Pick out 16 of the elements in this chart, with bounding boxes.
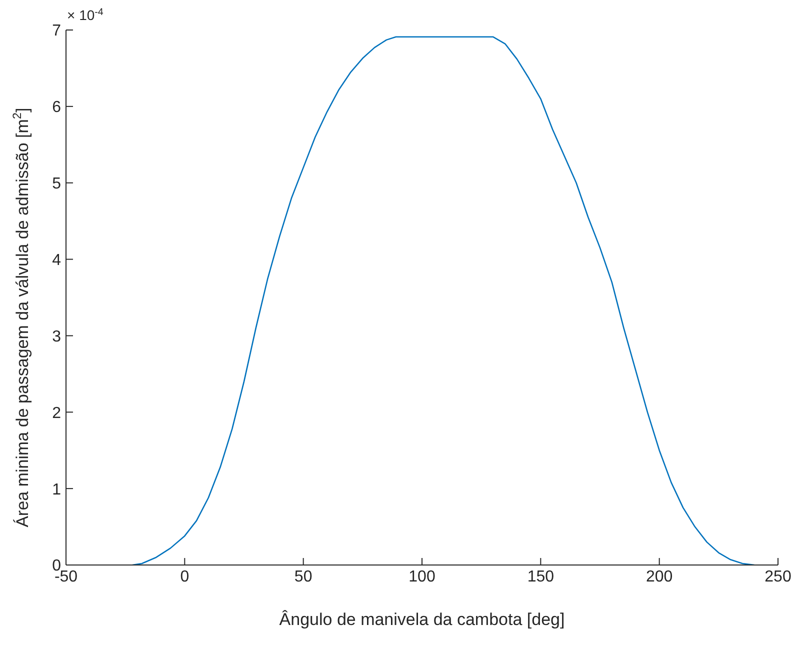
x-axis-title: Ângulo de manivela da cambota [deg] [279, 610, 565, 629]
y-tick-label: 1 [52, 481, 62, 498]
line-series [132, 36, 755, 565]
x-tick-label: 200 [646, 568, 673, 586]
x-tick-label: 250 [764, 568, 792, 586]
y-tick-label: 4 [52, 252, 62, 269]
x-tick-label: 50 [294, 568, 312, 586]
y-tick-label: 2 [52, 404, 62, 422]
y-tick-label: 5 [52, 176, 62, 193]
y-tick-label: 7 [52, 22, 62, 40]
x-tick-label: 100 [408, 568, 436, 586]
y-tick-label: 6 [52, 99, 62, 116]
x-tick-label: 0 [180, 568, 190, 586]
x-tick-label: 150 [527, 568, 554, 586]
text: × 10$^{-4}$ [67, 6, 104, 23]
y-tick-label: 3 [52, 328, 62, 346]
